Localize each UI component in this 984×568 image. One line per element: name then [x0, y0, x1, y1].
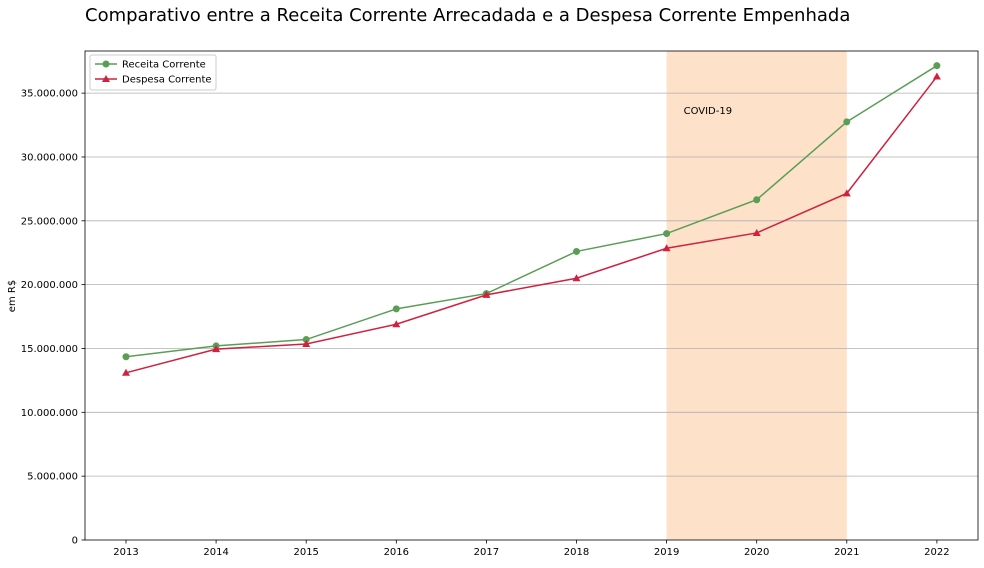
x-tick-label: 2014: [203, 547, 228, 558]
y-tick-label: 20.000.000: [21, 280, 78, 291]
data-point-despesa: [392, 320, 401, 328]
series-layer: [122, 62, 941, 376]
plot-frame: [84, 50, 979, 541]
x-tick-label: 2022: [924, 547, 949, 558]
axes: 0 5.000.000 10.000.000 15.000.000 20.000.000…: [21, 89, 950, 558]
covid-shaded-region: [666, 51, 847, 540]
data-point-receita: [302, 336, 310, 344]
data-point-receita: [392, 305, 400, 313]
series-line-despesa: [125, 76, 938, 374]
data-point-despesa: [572, 274, 581, 282]
x-tick-label: 2013: [113, 547, 138, 558]
legend-label-despesa: Despesa Corrente: [122, 75, 212, 86]
data-point-despesa: [932, 72, 941, 80]
x-tick-label: 2015: [293, 547, 318, 558]
y-axis-label: em R$: [7, 280, 18, 312]
x-tick-label: 2021: [834, 547, 859, 558]
y-tick-label: 30.000.000: [21, 152, 78, 163]
data-point-despesa: [752, 228, 761, 236]
y-tick-label: 35.000.000: [21, 89, 78, 100]
data-point-despesa: [212, 345, 221, 353]
y-tick-label: 0: [72, 536, 78, 547]
data-point-despesa: [122, 368, 130, 376]
legend-marker-despesa: [102, 75, 110, 82]
x-tick-label: 2020: [744, 547, 769, 558]
legend-label-receita: Receita Corrente: [122, 60, 206, 71]
covid-region-label: COVID-19: [684, 106, 733, 117]
data-point-receita: [843, 118, 851, 126]
data-point-despesa: [302, 340, 311, 348]
data-point-despesa: [662, 244, 671, 252]
chart-title: Comparativo entre a Receita Corrente Arr…: [85, 5, 850, 26]
y-tick-label: 10.000.000: [21, 408, 78, 419]
legend-item-despesa: Despesa Corrente: [95, 75, 212, 86]
data-point-receita: [573, 247, 580, 255]
series-line-receita: [125, 65, 938, 358]
legend-item-receita: Receita Corrente: [95, 60, 206, 71]
data-point-receita: [663, 230, 671, 238]
data-point-despesa: [842, 189, 851, 197]
legend-box: [89, 54, 217, 91]
data-point-receita: [122, 353, 130, 361]
x-tick-label: 2017: [474, 547, 499, 558]
x-tick-label: 2018: [564, 547, 589, 558]
y-tick-label: 5.000.000: [27, 472, 78, 483]
legend-marker-receita: [102, 60, 110, 68]
data-point-receita: [753, 196, 761, 204]
y-tick-label: 15.000.000: [21, 344, 78, 355]
y-tick-label: 25.000.000: [21, 216, 78, 227]
x-tick-label: 2016: [384, 547, 409, 558]
x-tick-label: 2019: [654, 547, 679, 558]
legend: Receita Corrente Despesa Corrente: [89, 54, 217, 91]
data-point-receita: [933, 62, 941, 70]
data-point-despesa: [482, 290, 491, 298]
